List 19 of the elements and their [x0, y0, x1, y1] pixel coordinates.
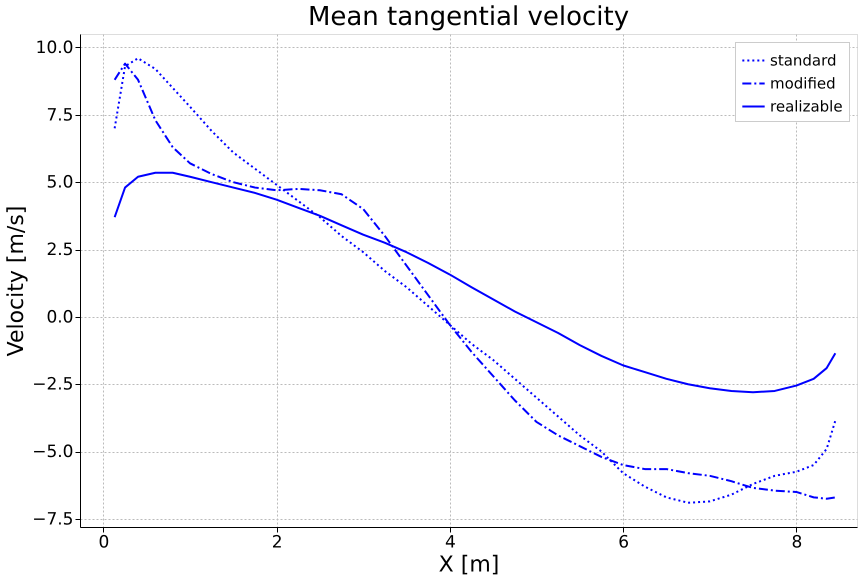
y-tick-label: 0.0 — [46, 307, 74, 328]
y-tick-label: −5.0 — [32, 442, 74, 462]
y-tick-label: 7.5 — [46, 105, 74, 126]
y-tick-label: 2.5 — [46, 240, 74, 260]
y-tick-label: 10.0 — [36, 38, 74, 58]
legend-label: modified — [770, 74, 836, 92]
y-tick-label: −7.5 — [32, 509, 74, 530]
x-tick-label: 2 — [272, 532, 283, 552]
x-tick-label: 4 — [444, 532, 456, 552]
legend-label: realizable — [770, 98, 843, 116]
x-tick-label: 0 — [98, 532, 110, 552]
y-axis-title: Velocity [m/s] — [4, 206, 30, 356]
y-tick-label: 5.0 — [46, 172, 74, 193]
y-tick-label: −2.5 — [32, 374, 74, 395]
x-tick-label: 8 — [791, 532, 802, 552]
chart-title: Mean tangential velocity — [308, 2, 630, 32]
x-tick-label: 6 — [618, 532, 630, 552]
legend-label: standard — [770, 52, 837, 70]
x-axis-title: X [m] — [438, 552, 500, 578]
